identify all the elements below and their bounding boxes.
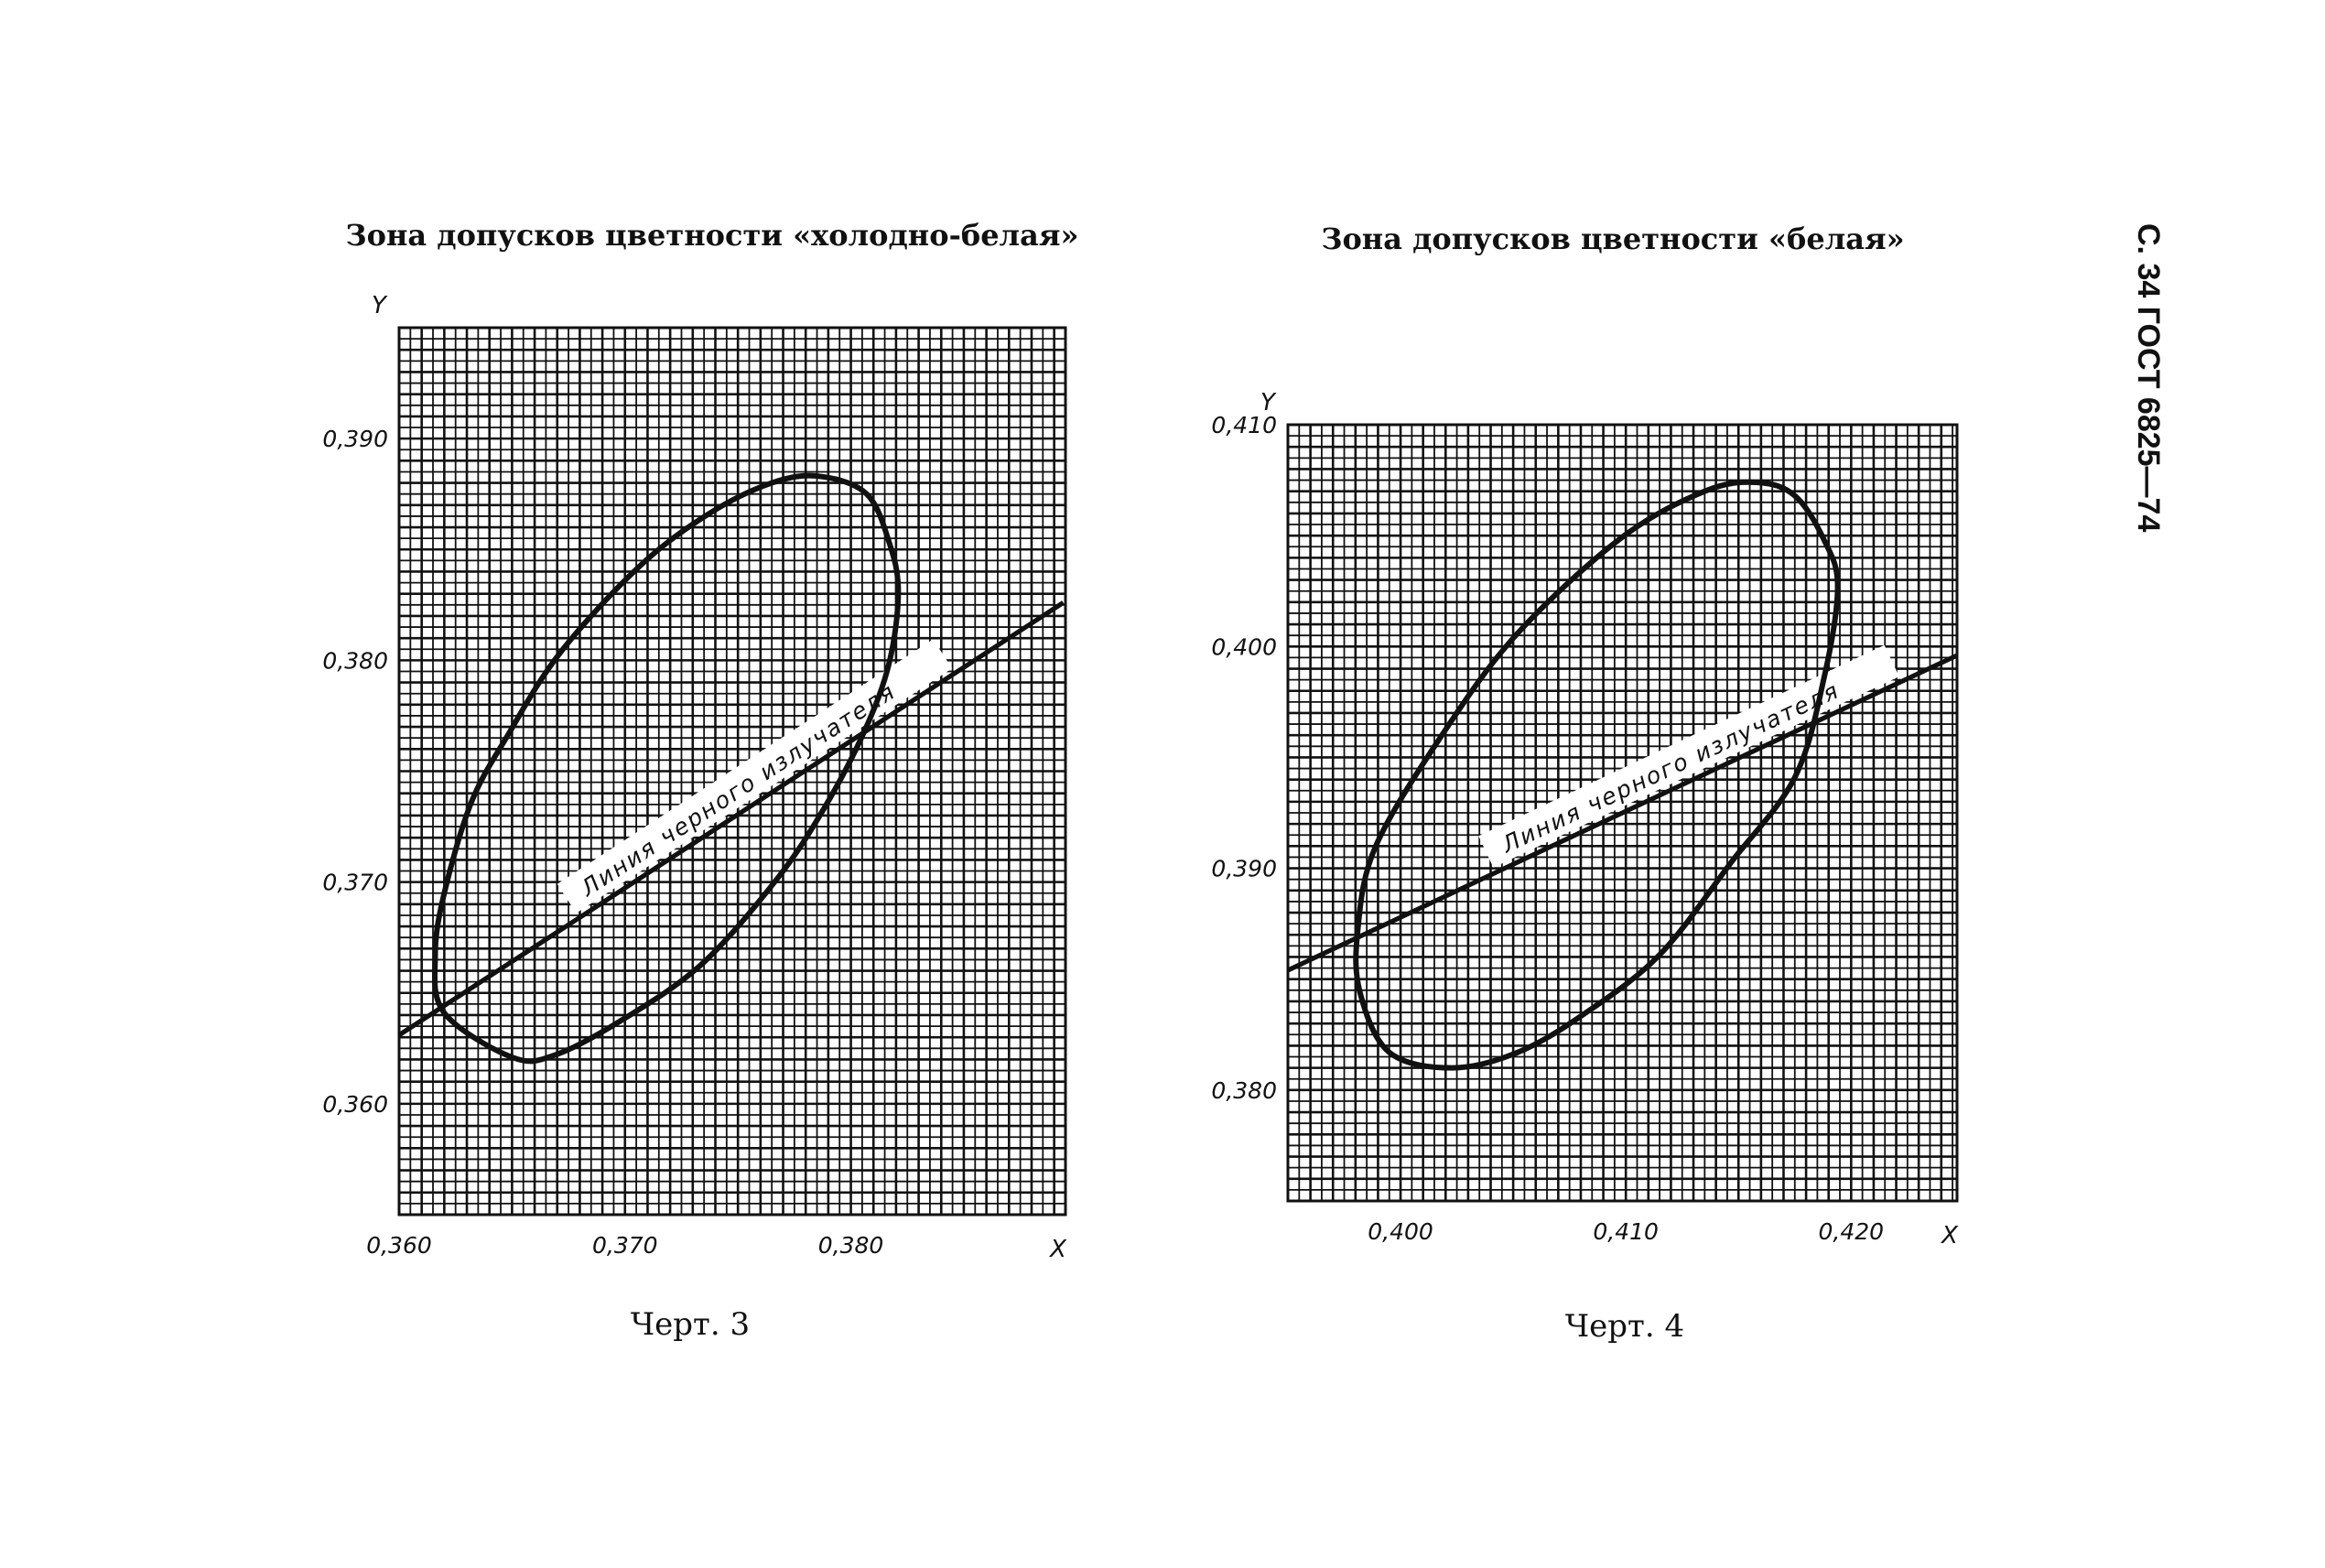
y-tick-label: 0,410 bbox=[1211, 412, 1277, 438]
line-label-background bbox=[557, 639, 953, 914]
line-label-background bbox=[1478, 644, 1899, 868]
x-tick-label: 0,380 bbox=[818, 1232, 884, 1259]
x-axis-label: X bbox=[1048, 1236, 1067, 1263]
y-tick-label: 0,390 bbox=[322, 426, 388, 452]
y-tick-label: 0,370 bbox=[322, 870, 388, 896]
y-axis-label: Y bbox=[1260, 389, 1277, 416]
x-tick-label: 0,410 bbox=[1593, 1218, 1659, 1245]
figure-caption: Черт. 3 bbox=[631, 1306, 750, 1343]
y-tick-label: 0,380 bbox=[322, 647, 388, 674]
x-tick-label: 0,420 bbox=[1819, 1218, 1885, 1245]
y-tick-label: 0,390 bbox=[1211, 856, 1277, 882]
figure-caption: Черт. 4 bbox=[1565, 1308, 1684, 1345]
x-tick-label: 0,360 bbox=[366, 1232, 432, 1259]
tolerance-zone-curve bbox=[431, 472, 902, 1065]
blackbody-locus-line-overlay bbox=[1286, 653, 1959, 973]
plot-frame bbox=[397, 326, 1067, 1217]
chart-cold-white: Зона допусков цветности «холодно-белая» 0… bbox=[322, 218, 1078, 1343]
page-header: С. 34 ГОСТ 6825—74 bbox=[2131, 223, 2166, 532]
x-tick-label: 0,370 bbox=[592, 1232, 658, 1259]
blackbody-locus-line-overlay bbox=[397, 600, 1065, 1037]
plot-frame bbox=[1286, 423, 1959, 1203]
y-axis-label: Y bbox=[372, 292, 388, 319]
y-tick-label: 0,360 bbox=[322, 1091, 388, 1118]
chart-white: Зона допусков цветности «белая» 0,400 0,41… bbox=[1211, 222, 1959, 1345]
tolerance-zone-curve bbox=[1353, 479, 1841, 1071]
x-tick-label: 0,400 bbox=[1368, 1218, 1433, 1245]
chart-title: Зона допусков цветности «холодно-белая» bbox=[346, 218, 1079, 253]
y-tick-label: 0,400 bbox=[1211, 633, 1277, 660]
chart-title: Зона допусков цветности «белая» bbox=[1321, 222, 1904, 256]
y-tick-label: 0,380 bbox=[1211, 1077, 1277, 1104]
line-label-group: Линия черного излучателя bbox=[557, 639, 953, 914]
x-axis-label: X bbox=[1940, 1222, 1959, 1249]
